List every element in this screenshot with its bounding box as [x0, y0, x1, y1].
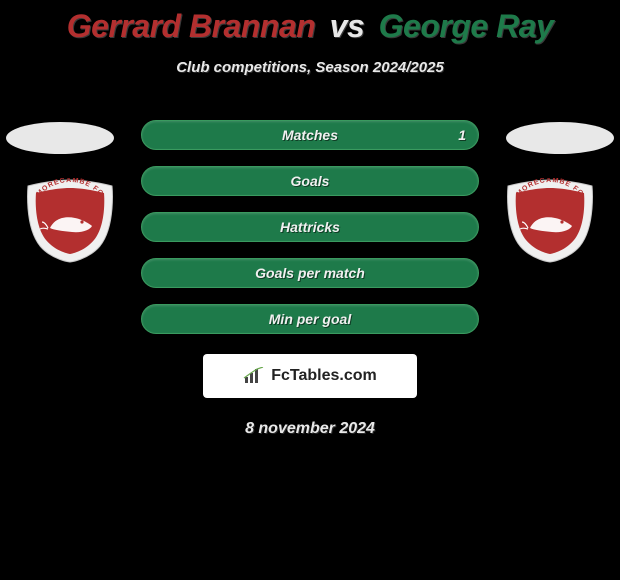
stat-row-min-per-goal: Min per goal — [141, 304, 479, 334]
page-title: Gerrard Brannan vs George Ray — [0, 0, 620, 45]
bar-chart-icon — [243, 367, 265, 385]
stat-label: Goals — [142, 167, 478, 195]
subtitle: Club competitions, Season 2024/2025 — [0, 59, 620, 76]
right-oval-decoration — [506, 122, 614, 154]
stat-label: Min per goal — [142, 305, 478, 333]
stat-label: Hattricks — [142, 213, 478, 241]
player1-club-badge: MORECAMBE FC — [20, 178, 120, 264]
date-label: 8 november 2024 — [0, 420, 620, 438]
watermark-text: FcTables.com — [271, 367, 377, 385]
stat-label: Goals per match — [142, 259, 478, 287]
fctables-watermark: FcTables.com — [203, 354, 417, 398]
stat-row-goals: Goals — [141, 166, 479, 196]
stat-row-goals-per-match: Goals per match — [141, 258, 479, 288]
shield-icon: MORECAMBE FC — [500, 178, 600, 264]
stat-label: Matches — [142, 121, 478, 149]
shield-icon: MORECAMBE FC — [20, 178, 120, 264]
stat-value-right: 1 — [458, 121, 466, 149]
vs-label: vs — [330, 8, 365, 44]
player2-name: George Ray — [379, 8, 554, 44]
player1-name: Gerrard Brannan — [67, 8, 316, 44]
stat-row-matches: Matches 1 — [141, 120, 479, 150]
left-oval-decoration — [6, 122, 114, 154]
stat-row-hattricks: Hattricks — [141, 212, 479, 242]
player2-club-badge: MORECAMBE FC — [500, 178, 600, 264]
